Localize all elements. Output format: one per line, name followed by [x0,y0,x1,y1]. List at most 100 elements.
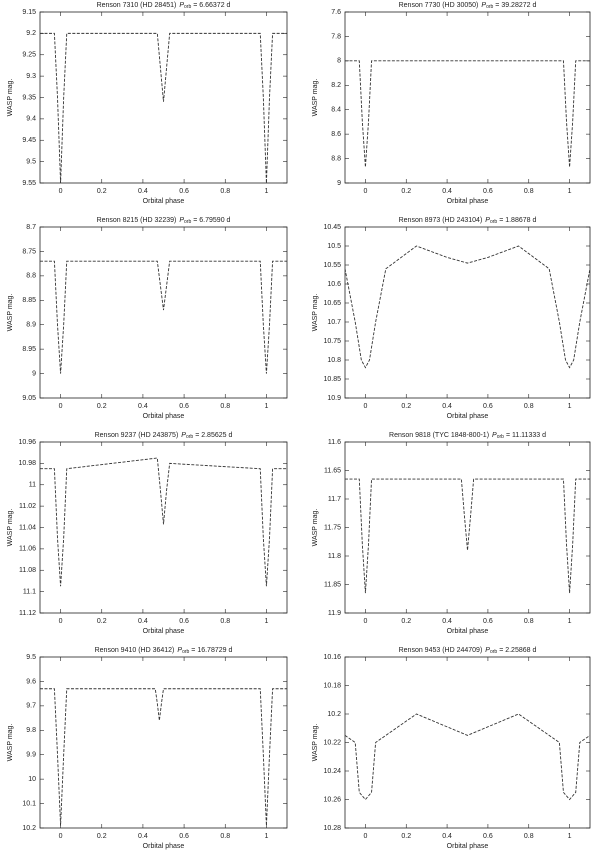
x-axis-label: Orbital phase [447,198,489,205]
panel: Renson 9453 (HD 244709) Porb = 2.25868 d10… [312,647,591,850]
period-symbol: P [492,432,497,439]
y-tick-label: 10.1 [22,800,36,807]
y-tick-label: 11.9 [328,610,341,617]
panel: Renson 9818 (TYC 1848-800-1) Porb = 11.113… [312,432,591,635]
x-tick-label: 0.8 [524,833,534,840]
x-tick-label: 1 [568,833,572,840]
model-line [345,60,590,168]
y-tick-label: 8.9 [26,322,36,329]
x-tick-label: 0.2 [401,403,411,410]
y-tick-label: 8.6 [331,131,341,138]
y-axis-label: WASP mag. [312,509,319,547]
y-axis-label: WASP mag. [7,724,14,762]
panel: Renson 8215 (HD 32239) Porb = 6.79590 d 8.7… [7,217,288,420]
period-value: = 6.79590 d [193,217,230,224]
y-tick-label: 7.8 [331,33,341,40]
y-tick-label: 10.85 [323,376,341,383]
panel-title: Renson 9818 (TYC 1848-800-1) Porb = 11.113… [389,432,546,440]
y-axis-label: WASP mag. [7,79,14,117]
y-tick-label: 7.6 [331,9,341,16]
x-tick-label: 0.6 [179,403,189,410]
y-tick-label: 10.22 [323,739,341,746]
panel: Renson 9237 (HD 243875) Porb = 2.85625 d 10… [7,432,288,635]
plot-area [345,60,590,168]
y-tick-label: 10.26 [323,796,341,803]
plot-frame [344,226,591,399]
period-subscript: orb [490,649,497,655]
x-tick-label: 0 [363,188,367,195]
x-tick-label: 1 [568,618,572,625]
x-tick-label: 0.8 [524,403,534,410]
plot-frame [344,441,591,614]
plot-frame [39,441,288,614]
period-subscript: orb [182,649,189,655]
x-tick-label: 0.4 [442,188,452,195]
y-tick-label: 11.1 [23,588,36,595]
y-tick-label: 9.8 [26,727,36,734]
x-tick-label: 1 [264,403,268,410]
x-tick-label: 0.4 [442,403,452,410]
panel-title: Renson 8973 (HD 243104) Porb = 1.88678 d [399,217,537,225]
x-tick-label: 0.8 [220,188,230,195]
y-tick-label: 11.75 [324,524,341,531]
y-tick-label: 8.85 [22,297,36,304]
period-value: = 16.78729 d [191,647,232,654]
period-symbol: P [481,2,486,9]
x-tick-label: 0.8 [220,833,230,840]
x-tick-label: 0.8 [524,188,534,195]
y-tick-label: 9.25 [22,52,36,59]
y-tick-label: 10.55 [323,262,341,269]
panel-title: Renson 9237 (HD 243875) Porb = 2.85625 d [95,432,233,440]
y-tick-label: 9.4 [26,116,36,123]
x-tick-label: 0.4 [138,403,148,410]
panel-title: Renson 8215 (HD 32239) Porb = 6.79590 d [97,217,231,225]
title-name: Renson 9818 (TYC 1848-800-1) [389,432,489,439]
y-tick-label: 9 [32,370,36,377]
x-tick-label: 0.6 [179,618,189,625]
y-tick-label: 10.98 [18,460,36,467]
model-line [345,478,590,594]
x-tick-label: 0 [59,188,63,195]
y-tick-label: 9.35 [22,94,36,101]
y-tick-label: 11.7 [328,496,341,503]
y-tick-label: 11.02 [19,503,36,510]
y-tick-label: 9.2 [26,30,36,37]
period-value: = 39.28272 d [495,2,536,9]
y-tick-label: 10.2 [22,825,36,832]
y-tick-label: 9 [337,180,341,187]
y-tick-label: 9.55 [22,180,36,187]
y-tick-label: 9.5 [26,654,36,661]
x-axis-label: Orbital phase [143,843,185,850]
y-tick-label: 10.24 [323,768,341,775]
x-tick-label: 0.4 [442,833,452,840]
period-symbol: P [177,647,182,654]
x-axis-label: Orbital phase [143,628,185,635]
panel-title: Renson 7730 (HD 30050) Porb = 39.28272 d [399,2,537,10]
panel-title: Renson 9453 (HD 244709) Porb = 2.25868 d [399,647,537,655]
x-tick-label: 0 [59,403,63,410]
period-subscript: orb [186,434,193,440]
period-value: = 1.88678 d [499,217,536,224]
y-tick-label: 11.12 [19,610,36,617]
y-tick-label: 10.45 [323,224,341,231]
y-tick-label: 9.9 [26,752,36,759]
y-tick-label: 11.08 [19,567,36,574]
title-name: Renson 8973 (HD 243104) [399,217,483,224]
y-tick-label: 11.04 [19,524,36,531]
plot-frame [39,656,288,829]
y-tick-label: 11.65 [324,467,341,474]
y-tick-label: 10.8 [327,357,341,364]
model-line [40,457,287,587]
period-value: = 6.66372 d [193,2,230,9]
period-subscript: orb [486,4,493,10]
x-tick-label: 0.2 [401,833,411,840]
x-tick-label: 0.6 [179,833,189,840]
plot-area [40,260,287,374]
x-tick-label: 0.2 [401,618,411,625]
y-tick-label: 10.75 [323,338,341,345]
x-axis-label: Orbital phase [447,628,489,635]
y-tick-label: 9.5 [26,158,36,165]
y-tick-label: 9.05 [22,395,36,402]
y-tick-label: 11.6 [328,439,341,446]
y-axis-label: WASP mag. [7,294,14,332]
